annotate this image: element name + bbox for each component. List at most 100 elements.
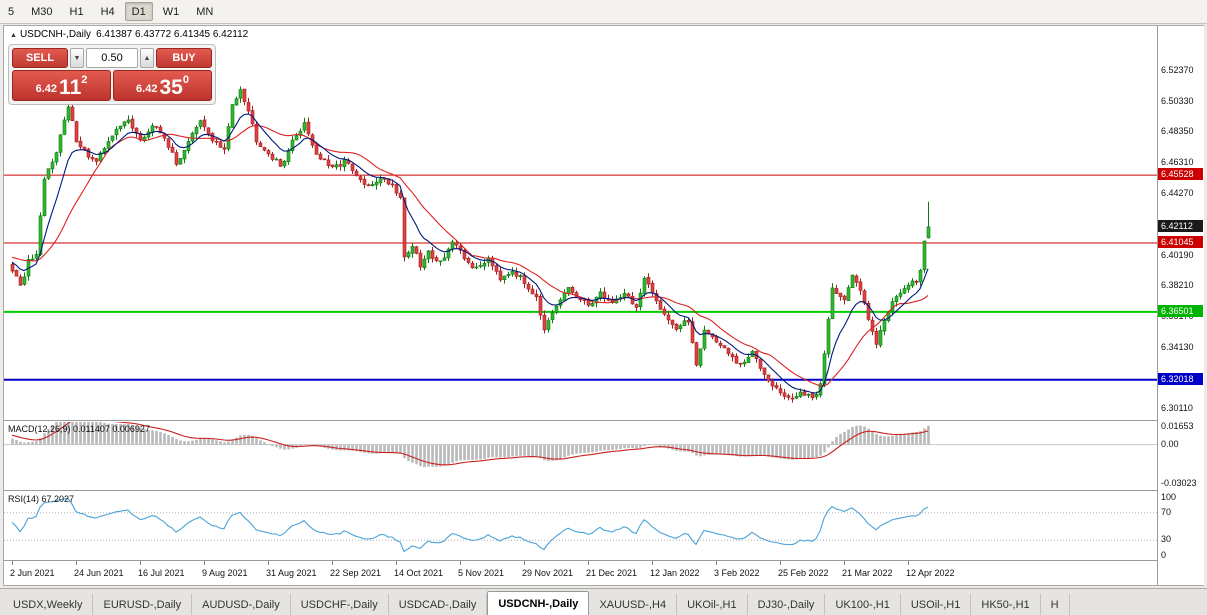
sell-price-main: 6.42 xyxy=(35,83,58,95)
price-axis: 6.52370 6.50330 6.48350 6.46310 6.44270 6.401… xyxy=(1157,26,1204,585)
chart-tab-usdx-weekly[interactable]: USDX,Weekly xyxy=(3,594,94,615)
macd-axis-label: -0.03023 xyxy=(1161,477,1197,488)
timeframe-button-mn[interactable]: MN xyxy=(189,2,220,21)
date-axis-tick xyxy=(652,561,653,565)
date-axis-label: 24 Jun 2021 xyxy=(74,568,124,578)
price-axis-label: 6.48350 xyxy=(1161,126,1194,137)
date-axis-label: 25 Feb 2022 xyxy=(778,568,829,578)
price-axis-label: 6.52370 xyxy=(1161,65,1194,76)
rsi-axis-label: 70 xyxy=(1161,506,1172,517)
price-axis-label: 6.44270 xyxy=(1161,188,1194,199)
buy-price-sup: 0 xyxy=(182,74,189,86)
date-axis-label: 9 Aug 2021 xyxy=(202,568,248,578)
chart-tab-usdcnh-daily[interactable]: USDCNH-,Daily xyxy=(487,591,590,615)
date-axis-tick xyxy=(12,561,13,565)
timeframe-button-h1[interactable]: H1 xyxy=(63,2,91,21)
date-axis-tick xyxy=(332,561,333,565)
buy-price-main: 6.42 xyxy=(136,83,158,95)
date-axis-tick xyxy=(524,561,525,565)
rsi-indicator-panel: RSI(14) 67.2027 xyxy=(4,490,1157,560)
rsi-axis-label: 30 xyxy=(1161,534,1172,545)
chart-title: USDCNH-,Daily xyxy=(19,29,92,40)
date-axis-label: 3 Feb 2022 xyxy=(714,568,760,578)
buy-price-big: 35 xyxy=(159,76,183,99)
buy-price-button[interactable]: 6.42 35 0 xyxy=(113,70,212,101)
date-axis-label: 2 Jun 2021 xyxy=(10,568,55,578)
chart-tab-usoil-h1[interactable]: USOil-,H1 xyxy=(901,594,972,615)
macd-axis-label: 0.01653 xyxy=(1161,421,1194,431)
date-axis-label: 12 Apr 2022 xyxy=(906,568,955,578)
date-axis-label: 22 Sep 2021 xyxy=(330,568,382,578)
date-axis-tick xyxy=(140,561,141,565)
timeframe-button-h4[interactable]: H4 xyxy=(94,2,122,21)
sell-price-button[interactable]: 6.42 11 2 xyxy=(12,70,111,101)
date-axis-tick xyxy=(588,561,589,565)
date-axis-label: 21 Dec 2021 xyxy=(586,568,638,578)
price-axis-label: 6.34130 xyxy=(1161,341,1194,352)
chart-tab-xauusd-h4[interactable]: XAUUSD-,H4 xyxy=(589,594,678,615)
date-axis-tick xyxy=(268,561,269,565)
chart-collapse-icon[interactable]: ▲ xyxy=(10,32,17,39)
date-axis-label: 31 Aug 2021 xyxy=(266,568,317,578)
macd-label: MACD(12,26,9) 0.011407 0.006927 xyxy=(8,424,150,434)
sell-price-sup: 2 xyxy=(81,74,88,86)
volume-input[interactable] xyxy=(86,48,138,68)
price-tag-6-45528: 6.45528 xyxy=(1158,168,1203,181)
timeframe-toolbar: 5 M30 H1 H4 D1 W1 MN xyxy=(0,0,1207,24)
macd-axis-label: 0.00 xyxy=(1161,438,1179,449)
date-axis-label: 29 Nov 2021 xyxy=(522,568,574,578)
date-axis-label: 16 Jul 2021 xyxy=(138,568,185,578)
price-tag-6-32018: 6.32018 xyxy=(1158,372,1203,385)
chart-ohlc-values: 6.41387 6.43772 6.41345 6.42112 xyxy=(96,29,249,40)
sell-price-big: 11 xyxy=(59,76,82,99)
chart-tab-bar: USDX,Weekly EURUSD-,Daily AUDUSD-,Daily USD… xyxy=(0,588,1207,615)
volume-decrease-button[interactable]: ▼ xyxy=(70,48,84,68)
date-axis-label: 14 Oct 2021 xyxy=(394,568,444,578)
date-axis-tick xyxy=(76,561,77,565)
chart-tab-dj30-daily[interactable]: DJ30-,Daily xyxy=(748,594,826,615)
volume-increase-button[interactable]: ▲ xyxy=(140,48,154,68)
rsi-axis-label: 100 xyxy=(1161,492,1177,502)
date-axis-tick xyxy=(204,561,205,565)
buy-button[interactable]: BUY xyxy=(156,48,212,68)
sell-button[interactable]: SELL xyxy=(12,48,68,68)
triangle-down-icon: ▼ xyxy=(73,54,81,62)
triangle-up-icon: ▲ xyxy=(143,54,151,62)
chart-tab-usdcad-daily[interactable]: USDCAD-,Daily xyxy=(389,594,488,615)
date-axis-tick xyxy=(716,561,717,565)
date-axis-tick xyxy=(780,561,781,565)
timeframe-button-m30[interactable]: M30 xyxy=(24,2,59,21)
rsi-axis-label: 0 xyxy=(1161,550,1167,560)
chart-tab-ukoil-h1[interactable]: UKOil-,H1 xyxy=(677,594,748,615)
timeframe-button-w1[interactable]: W1 xyxy=(156,2,187,21)
price-axis-label: 6.40190 xyxy=(1161,249,1194,260)
timeframe-button-d1[interactable]: D1 xyxy=(124,2,153,21)
rsi-label: RSI(14) 67.2027 xyxy=(8,494,75,504)
price-tag-6-41045: 6.41045 xyxy=(1158,236,1203,249)
price-axis-label: 6.46310 xyxy=(1161,157,1194,168)
chart-window: ▲ USDCNH-,Daily 6.41387 6.43772 6.41345 6.… xyxy=(3,25,1204,586)
timeframe-button-5[interactable]: 5 xyxy=(1,2,21,21)
date-axis-tick xyxy=(460,561,461,565)
date-axis-label: 12 Jan 2022 xyxy=(650,568,700,578)
price-chart-panel: ▲ USDCNH-,Daily 6.41387 6.43772 6.41345 6.… xyxy=(4,26,1157,420)
price-chart-canvas[interactable] xyxy=(4,27,1157,421)
one-click-trading-widget: SELL ▼ ▲ BUY 6.42 11 2 6.42 35 0 xyxy=(8,44,216,105)
price-axis-label: 6.30110 xyxy=(1161,402,1193,413)
chart-tab-audusd-daily[interactable]: AUDUSD-,Daily xyxy=(192,594,291,615)
chart-tab-usdchf-daily[interactable]: USDCHF-,Daily xyxy=(291,594,389,615)
price-axis-label: 6.38210 xyxy=(1161,279,1194,290)
date-axis-label: 21 Mar 2022 xyxy=(842,568,893,578)
date-axis-label: 5 Nov 2021 xyxy=(458,568,505,578)
price-axis-label: 6.50330 xyxy=(1161,96,1194,107)
price-tag-6-36501: 6.36501 xyxy=(1158,304,1203,317)
price-tag-6-42112: 6.42112 xyxy=(1158,219,1203,232)
chart-tab-h[interactable]: H xyxy=(1041,594,1070,615)
date-axis-tick xyxy=(908,561,909,565)
macd-indicator-panel: MACD(12,26,9) 0.011407 0.006927 xyxy=(4,420,1157,490)
chart-tab-hk50-h1[interactable]: HK50-,H1 xyxy=(971,594,1041,615)
date-axis: 2 Jun 2021 24 Jun 2021 16 Jul 2021 9 Aug 20… xyxy=(4,560,1157,585)
chart-tab-eurusd-daily[interactable]: EURUSD-,Daily xyxy=(93,594,193,615)
chart-tab-uk100-h1[interactable]: UK100-,H1 xyxy=(825,594,901,615)
